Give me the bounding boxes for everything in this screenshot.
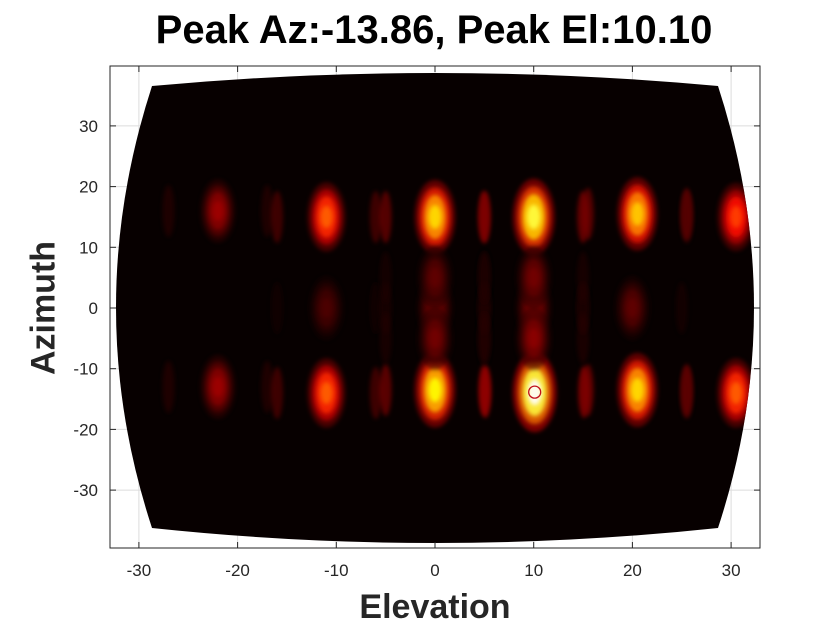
lobe (320, 205, 333, 229)
y-tick-label: -30 (73, 481, 98, 500)
lobe (428, 204, 442, 229)
heatmap-body (116, 73, 754, 543)
lobe (626, 297, 638, 319)
x-axis-label: Elevation (359, 588, 511, 626)
lobe (528, 328, 540, 349)
axis-ticks (110, 66, 760, 548)
y-tick-label: 10 (79, 238, 98, 257)
lobe (429, 267, 441, 288)
lobe (527, 379, 542, 406)
lobe (429, 328, 441, 349)
x-tick-label: -20 (225, 561, 250, 580)
lobe (630, 202, 644, 226)
lobe (527, 204, 541, 230)
x-tick-label: -30 (127, 561, 152, 580)
lobe (528, 267, 540, 288)
y-tick-labels: -30 -20 -10 0 10 20 30 (73, 117, 98, 500)
x-tick-label: 30 (722, 561, 741, 580)
lobe (729, 381, 743, 405)
y-tick-label: 30 (79, 117, 98, 136)
y-axis-label: Azimuth (24, 240, 63, 376)
x-tick-label: -10 (324, 561, 349, 580)
x-tick-label: 20 (623, 561, 642, 580)
lobe (630, 377, 644, 402)
y-tick-label: -20 (73, 420, 98, 439)
x-tick-label: 0 (430, 561, 439, 580)
lobe (320, 297, 332, 319)
lobe (212, 376, 224, 398)
y-tick-label: 0 (89, 299, 98, 318)
lobe (212, 200, 224, 222)
y-tick-label: -10 (73, 360, 98, 379)
x-tick-labels: -30 -20 -10 0 10 20 30 (127, 561, 741, 580)
chart-title: Peak Az:-13.86, Peak El:10.10 (155, 8, 713, 52)
peak-marker-icon (528, 385, 542, 399)
lobe (320, 381, 333, 405)
lobe (730, 205, 742, 228)
lobe (428, 377, 442, 403)
y-tick-label: 20 (79, 178, 98, 197)
x-tick-label: 10 (524, 561, 543, 580)
